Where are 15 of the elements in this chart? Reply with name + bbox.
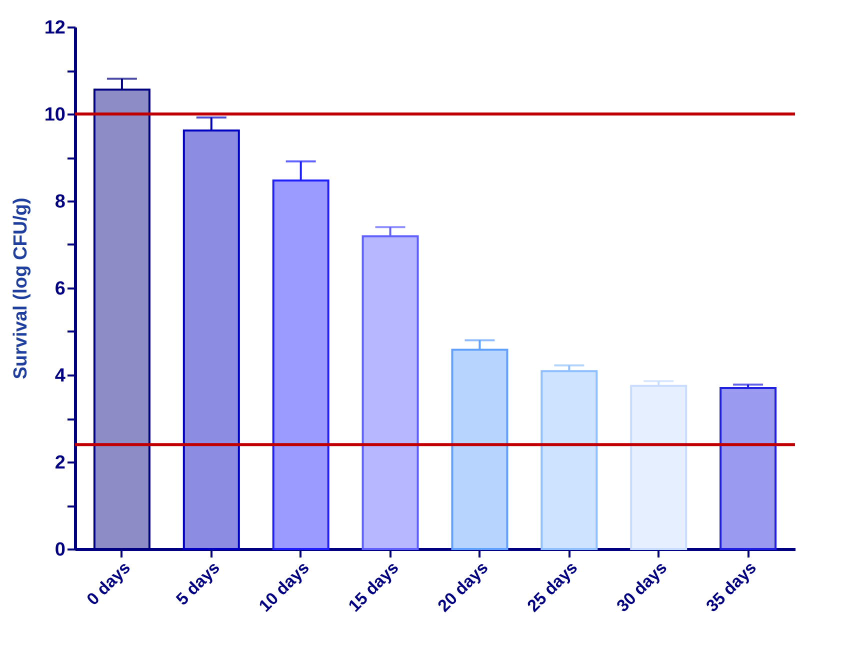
bar — [540, 370, 598, 550]
bar — [93, 88, 150, 550]
y-tick-label: 4 — [54, 366, 66, 386]
y-tick-label: 8 — [54, 192, 66, 212]
bar — [182, 130, 240, 550]
bar — [362, 235, 419, 550]
y-tick-label: 2 — [54, 452, 66, 474]
y-axis-title: Survival (log CFU/g) — [10, 198, 32, 380]
y-tick-label: 6 — [54, 278, 66, 300]
bar — [451, 348, 508, 550]
bar — [630, 384, 688, 550]
y-tick-label: 0 — [54, 540, 66, 560]
bar — [272, 180, 330, 550]
y-tick-label: 10 — [44, 104, 66, 126]
y-tick-label: 12 — [44, 18, 66, 38]
